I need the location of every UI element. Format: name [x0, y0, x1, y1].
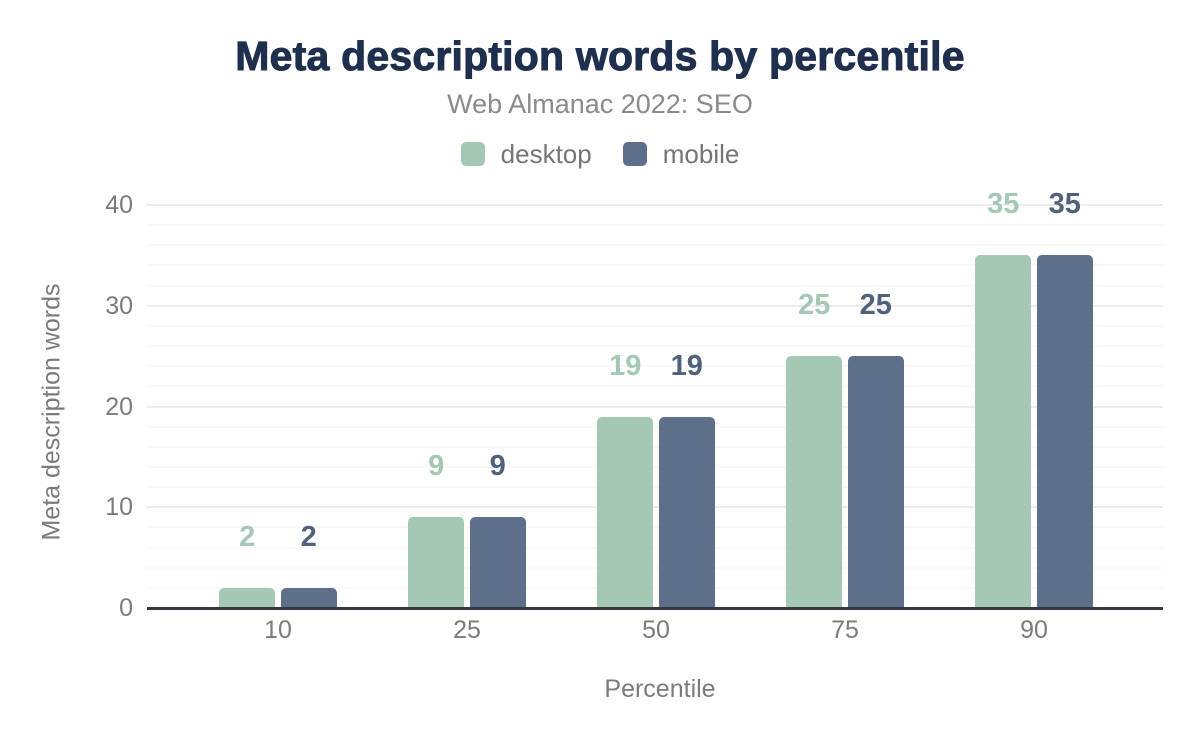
chart-subtitle: Web Almanac 2022: SEO [447, 89, 753, 119]
y-tick-label-0: 0 [119, 594, 133, 622]
gridline-minor-16 [147, 445, 1163, 448]
gridline-minor-12 [147, 486, 1163, 489]
legend-label-desktop: desktop [500, 139, 592, 169]
y-tick-label-10: 10 [105, 493, 133, 522]
y-tick-label-40: 40 [105, 191, 133, 219]
value-label-desktop-p90: 35 [987, 188, 1020, 221]
x-tick-label-50: 50 [642, 616, 670, 644]
bar-desktop-p90[interactable] [975, 255, 1032, 608]
bar-desktop-p75[interactable] [786, 356, 843, 608]
legend-label-mobile: mobile [662, 139, 740, 169]
gridline-minor-26 [147, 345, 1163, 348]
value-label-mobile-p90: 35 [1048, 188, 1081, 221]
bar-mobile-p10[interactable] [280, 587, 337, 608]
value-label-desktop-p10: 2 [239, 520, 256, 553]
gridline-minor-38 [147, 224, 1163, 227]
legend-swatch-mobile [622, 142, 647, 166]
bar-mobile-p90[interactable] [1036, 255, 1093, 608]
gridline-minor-36 [147, 244, 1163, 247]
bar-desktop-p25[interactable] [408, 517, 465, 608]
bar-desktop-p10[interactable] [219, 587, 276, 608]
bar-mobile-p50[interactable] [658, 416, 715, 608]
gridline-minor-22 [147, 385, 1163, 388]
bar-mobile-p75[interactable] [847, 356, 904, 608]
gridline-minor-28 [147, 324, 1163, 327]
legend: desktop mobile [0, 141, 1200, 167]
gridline-major-30 [147, 304, 1163, 307]
value-label-mobile-p10: 2 [300, 520, 317, 553]
bar-desktop-p50[interactable] [597, 416, 654, 608]
x-axis-title: Percentile [604, 675, 716, 703]
x-axis-line [147, 607, 1163, 610]
gridline-minor-32 [147, 284, 1163, 287]
legend-item-desktop: desktop [460, 139, 592, 169]
value-label-mobile-p25: 9 [489, 450, 506, 483]
value-label-mobile-p50: 19 [670, 349, 703, 382]
x-tick-label-25: 25 [453, 616, 481, 644]
gridline-major-10 [147, 506, 1163, 509]
gridline-minor-8 [147, 526, 1163, 529]
gridline-minor-4 [147, 566, 1163, 569]
gridline-minor-2 [147, 586, 1163, 589]
legend-swatch-desktop [460, 142, 485, 166]
chart-title: Meta description words by percentile [235, 33, 965, 79]
y-tick-label-30: 30 [105, 291, 133, 320]
gridline-minor-6 [147, 546, 1163, 549]
value-label-desktop-p75: 25 [798, 289, 831, 322]
value-label-desktop-p25: 9 [428, 450, 445, 483]
legend-item-mobile: mobile [622, 139, 740, 169]
gridline-minor-18 [147, 425, 1163, 428]
gridline-major-40 [147, 204, 1163, 206]
x-tick-label-10: 10 [264, 616, 292, 644]
value-label-desktop-p50: 19 [609, 349, 642, 382]
gridline-minor-34 [147, 264, 1163, 267]
x-tick-label-90: 90 [1020, 616, 1048, 644]
gridline-minor-14 [147, 465, 1163, 468]
y-tick-label-20: 20 [105, 392, 133, 421]
bar-mobile-p25[interactable] [469, 517, 526, 608]
x-tick-label-75: 75 [831, 616, 859, 644]
gridline-minor-24 [147, 365, 1163, 368]
gridline-major-20 [147, 405, 1163, 408]
value-label-mobile-p75: 25 [859, 289, 892, 322]
